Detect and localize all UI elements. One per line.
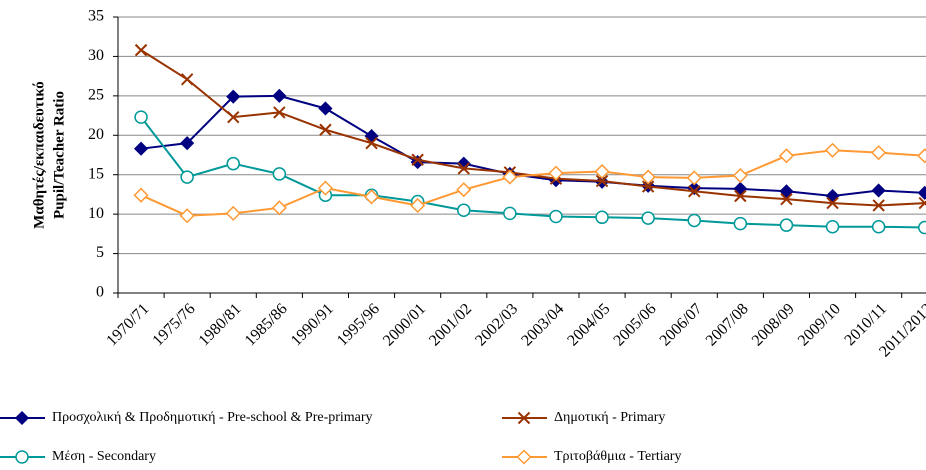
data-point <box>180 73 194 86</box>
x-tick-label: 2000/01 <box>380 300 429 349</box>
data-point <box>503 206 517 221</box>
data-point <box>640 169 656 185</box>
data-point <box>180 136 195 151</box>
x-tick-label: 1970/71 <box>103 300 152 349</box>
data-point <box>549 209 563 224</box>
data-point <box>133 187 149 203</box>
y-axis-label: Pupil/Teacher Ratio <box>51 91 67 219</box>
data-point <box>548 165 564 181</box>
x-tick-label: 2006/07 <box>657 300 706 349</box>
legend-label: Τριτοβάθμια - Tertiary <box>554 449 681 464</box>
x-tick-label: 2004/05 <box>564 300 613 349</box>
data-point <box>457 203 471 217</box>
y-axis-label: Μαθητές/εκπαιδευτικό <box>31 81 47 229</box>
y-tick-label: 35 <box>88 8 104 25</box>
data-point <box>871 145 887 161</box>
data-point <box>272 88 287 103</box>
x-tick-label: 2001/02 <box>426 300 475 349</box>
data-point <box>179 208 195 224</box>
data-point <box>734 189 747 203</box>
data-point <box>871 220 886 234</box>
data-point <box>917 148 926 164</box>
data-point <box>227 110 240 124</box>
data-point <box>641 211 655 225</box>
data-point <box>780 192 793 206</box>
x-tick-label: 2002/03 <box>472 300 521 349</box>
data-point <box>363 189 380 205</box>
data-point <box>456 182 472 198</box>
data-point <box>732 167 748 184</box>
data-point <box>872 199 885 212</box>
data-point <box>871 183 886 198</box>
data-point <box>918 196 926 210</box>
x-tick-label: 1985/86 <box>242 300 291 349</box>
data-point <box>595 210 609 225</box>
data-point <box>595 174 609 188</box>
data-point <box>273 106 286 119</box>
y-tick-label: 0 <box>96 284 104 301</box>
data-point <box>917 185 926 200</box>
legend-label: Προσχολική & Προδημοτική - Pre-school & … <box>52 410 373 425</box>
data-point <box>226 89 241 104</box>
data-point <box>688 185 701 198</box>
data-point <box>317 180 334 196</box>
data-point <box>272 167 287 181</box>
data-point <box>271 200 287 216</box>
data-point <box>457 162 470 175</box>
data-point <box>134 110 148 124</box>
data-point <box>318 101 333 116</box>
data-point <box>225 205 241 221</box>
data-point <box>594 163 610 180</box>
data-point <box>410 197 426 214</box>
x-tick-label: 1995/96 <box>334 300 383 349</box>
data-point <box>319 123 332 136</box>
x-tick-label: 2005/06 <box>610 300 659 349</box>
x-tick-label: 1990/91 <box>288 300 337 349</box>
y-tick-label: 10 <box>88 205 104 222</box>
data-point <box>365 136 378 150</box>
data-point <box>824 142 841 158</box>
data-point <box>733 216 748 231</box>
data-point <box>226 156 240 171</box>
data-point <box>411 153 424 166</box>
y-tick-label: 30 <box>88 47 104 64</box>
series-line <box>140 49 925 207</box>
data-point <box>687 213 701 228</box>
series-line <box>140 149 925 217</box>
x-tick-label: 2009/10 <box>795 300 844 349</box>
legend-marker <box>15 450 29 464</box>
data-point <box>180 170 194 184</box>
x-tick-label: 2003/04 <box>518 300 567 349</box>
x-tick-label: 2007/08 <box>703 300 752 349</box>
legend-marker <box>516 449 532 465</box>
data-point <box>918 220 926 235</box>
data-point <box>826 196 839 210</box>
y-tick-label: 15 <box>88 165 104 182</box>
legend-marker <box>14 410 30 426</box>
legend-label: Δημοτική - Primary <box>554 410 665 425</box>
data-point <box>133 141 149 156</box>
y-tick-label: 5 <box>96 244 104 261</box>
x-tick-label: 1980/81 <box>196 300 245 349</box>
data-point <box>134 43 148 57</box>
data-point <box>825 220 840 234</box>
data-point <box>779 218 794 232</box>
legend-marker <box>517 411 531 425</box>
y-tick-label: 20 <box>88 126 104 143</box>
legend-label: Μέση - Secondary <box>52 449 156 464</box>
data-point <box>779 184 794 199</box>
data-point <box>686 170 702 186</box>
series-line <box>140 116 925 229</box>
data-point <box>641 180 655 193</box>
series-line <box>140 94 925 198</box>
data-point <box>502 169 518 185</box>
x-tick-label: 2008/09 <box>749 300 798 349</box>
y-tick-label: 25 <box>88 87 104 104</box>
data-point <box>778 148 795 164</box>
x-tick-label: 1975/76 <box>149 300 198 349</box>
